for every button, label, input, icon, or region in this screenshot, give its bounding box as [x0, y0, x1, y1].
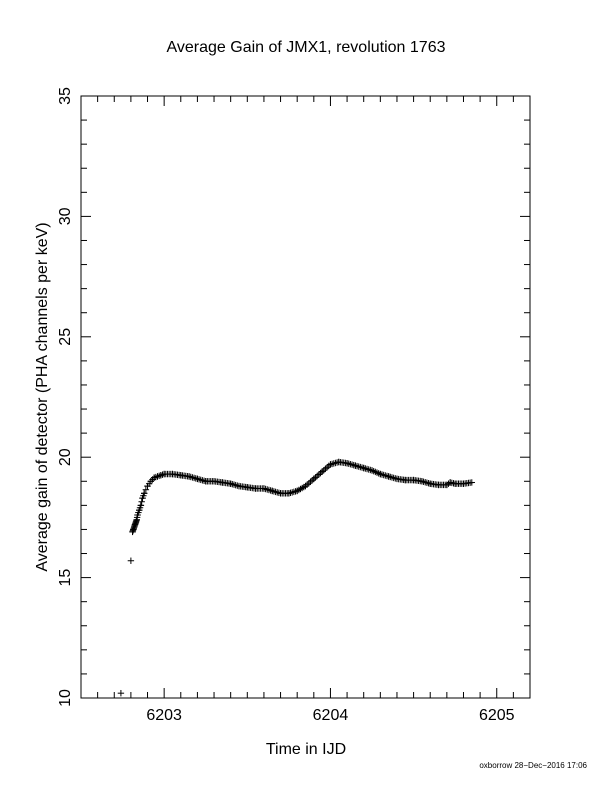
x-axis-label: Time in IJD [266, 741, 346, 758]
y-tick-label: 35 [57, 87, 74, 105]
x-tick-label: 6204 [313, 707, 349, 724]
y-tick-label: 10 [57, 689, 74, 707]
y-tick-label: 15 [57, 569, 74, 587]
x-tick-label: 6205 [479, 707, 515, 724]
data-point [127, 557, 135, 564]
y-tick-label: 25 [57, 328, 74, 346]
y-axis-label: Average gain of detector (PHA channels p… [34, 222, 51, 571]
footer-timestamp: oxborrow 28−Dec−2016 17:06 [479, 761, 587, 770]
axis-ticks [80, 95, 531, 699]
axis-tick-labels: 6203 6204 6205 10 15 20 25 30 35 [57, 87, 515, 724]
y-tick-label: 30 [57, 207, 74, 225]
data-point-cluster [129, 458, 474, 536]
y-tick-label: 20 [57, 448, 74, 466]
data-points [117, 458, 475, 697]
x-tick-label: 6203 [146, 707, 182, 724]
chart-title: Average Gain of JMX1, revolution 1763 [167, 39, 446, 56]
plot-frame [80, 95, 531, 699]
data-point [117, 689, 125, 697]
